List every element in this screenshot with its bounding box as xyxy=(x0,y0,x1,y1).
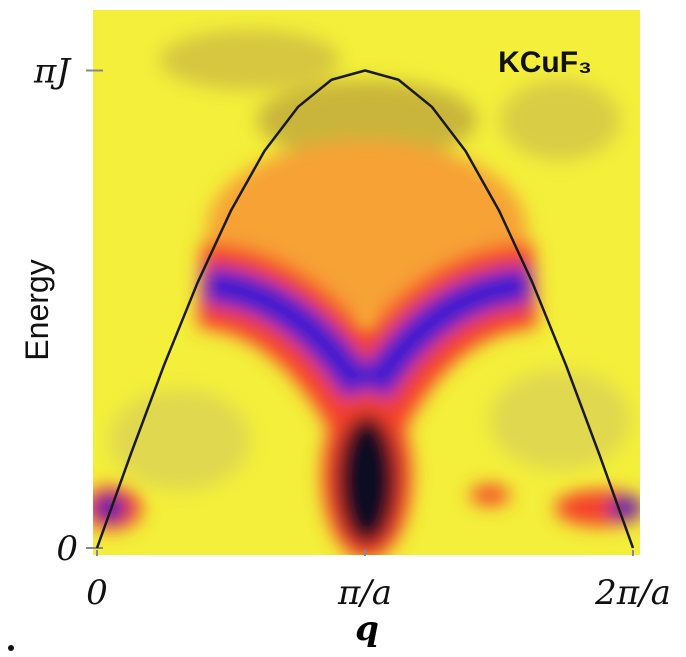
y-axis-label: Energy xyxy=(19,259,55,360)
intensity-map xyxy=(93,10,640,555)
x-tick-label: π/a xyxy=(337,573,392,613)
x-tick-label: 2π/a xyxy=(594,573,671,613)
dot xyxy=(8,645,14,651)
x-tick-label: 0 xyxy=(86,573,108,613)
y-tick-label: πJ xyxy=(33,51,72,91)
line xyxy=(95,69,635,549)
x-axis-label: q xyxy=(355,609,379,649)
annotation: KCuF₃ xyxy=(498,46,592,79)
y-tick-label: 0 xyxy=(56,529,78,569)
